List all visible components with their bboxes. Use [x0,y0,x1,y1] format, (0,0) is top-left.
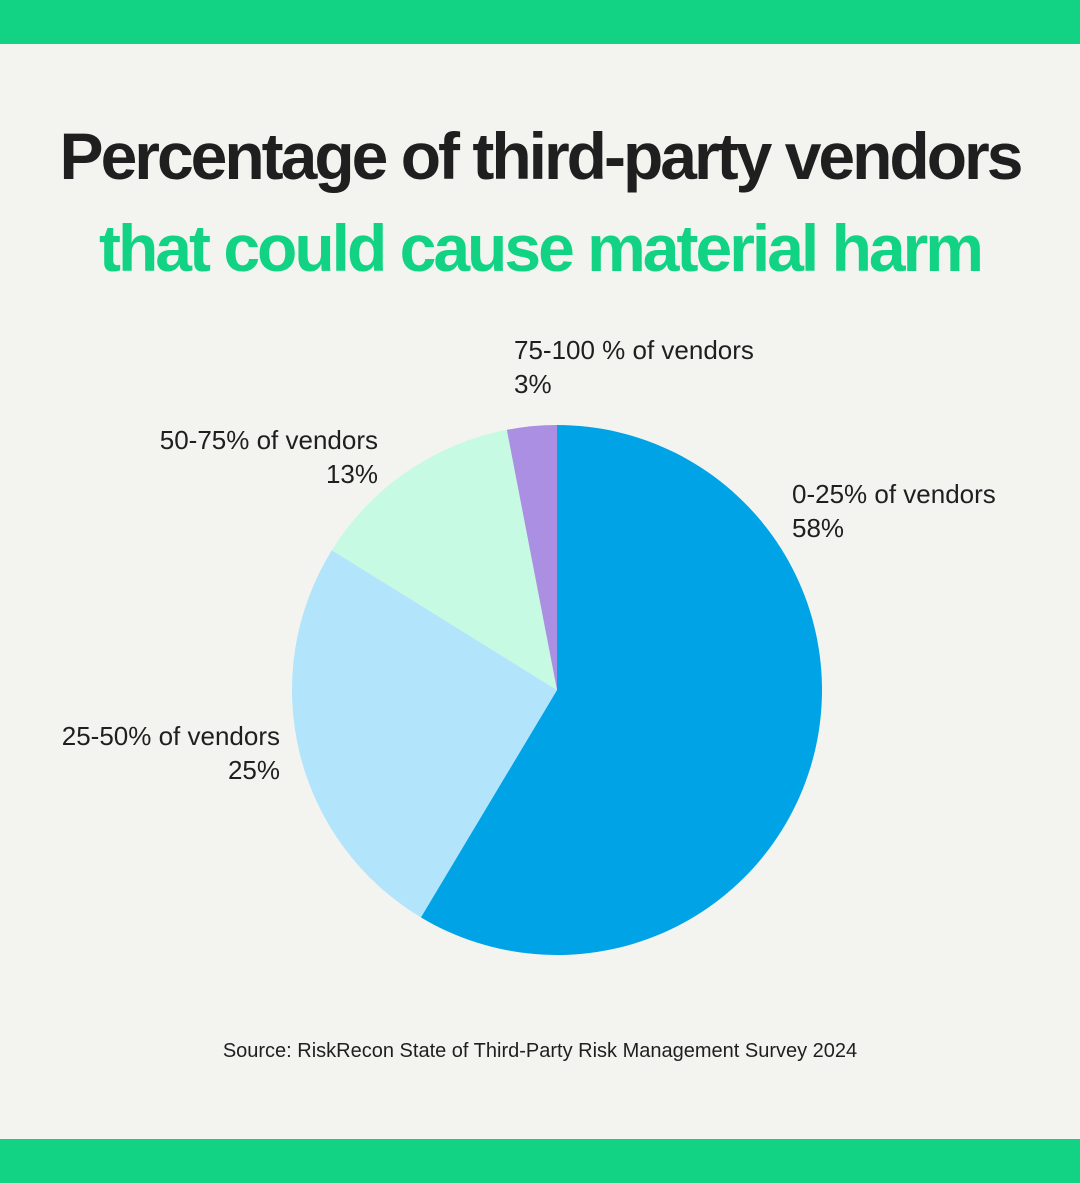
slice-label: 50-75% of vendors [160,425,378,455]
chart-title: Percentage of third-party vendors [59,119,1024,193]
chart-subtitle: that could cause material harm [99,211,984,285]
slice-percent-label: 13% [326,459,378,489]
slice-percent-label: 3% [514,369,552,399]
pie-slice [291,550,557,918]
slice-percent-label: 58% [792,513,844,543]
slice-label: 0-25% of vendors [792,479,996,509]
top-accent-bar [0,0,1080,44]
pie-slice [331,429,557,690]
slice-label: 75-100 % of vendors [514,335,754,365]
pie-slices [291,425,822,955]
pie-slice [420,425,822,955]
pie-slice [506,425,557,690]
bottom-accent-bar [0,1139,1080,1183]
pie-labels: 0-25% of vendors 58% 25-50% of vendors 25% 5… [62,335,996,785]
source-note: Source: RiskRecon State of Third-Party R… [222,1040,858,1062]
slice-label: 25-50% of vendors [62,721,280,751]
slice-percent-label: 25% [228,755,280,785]
